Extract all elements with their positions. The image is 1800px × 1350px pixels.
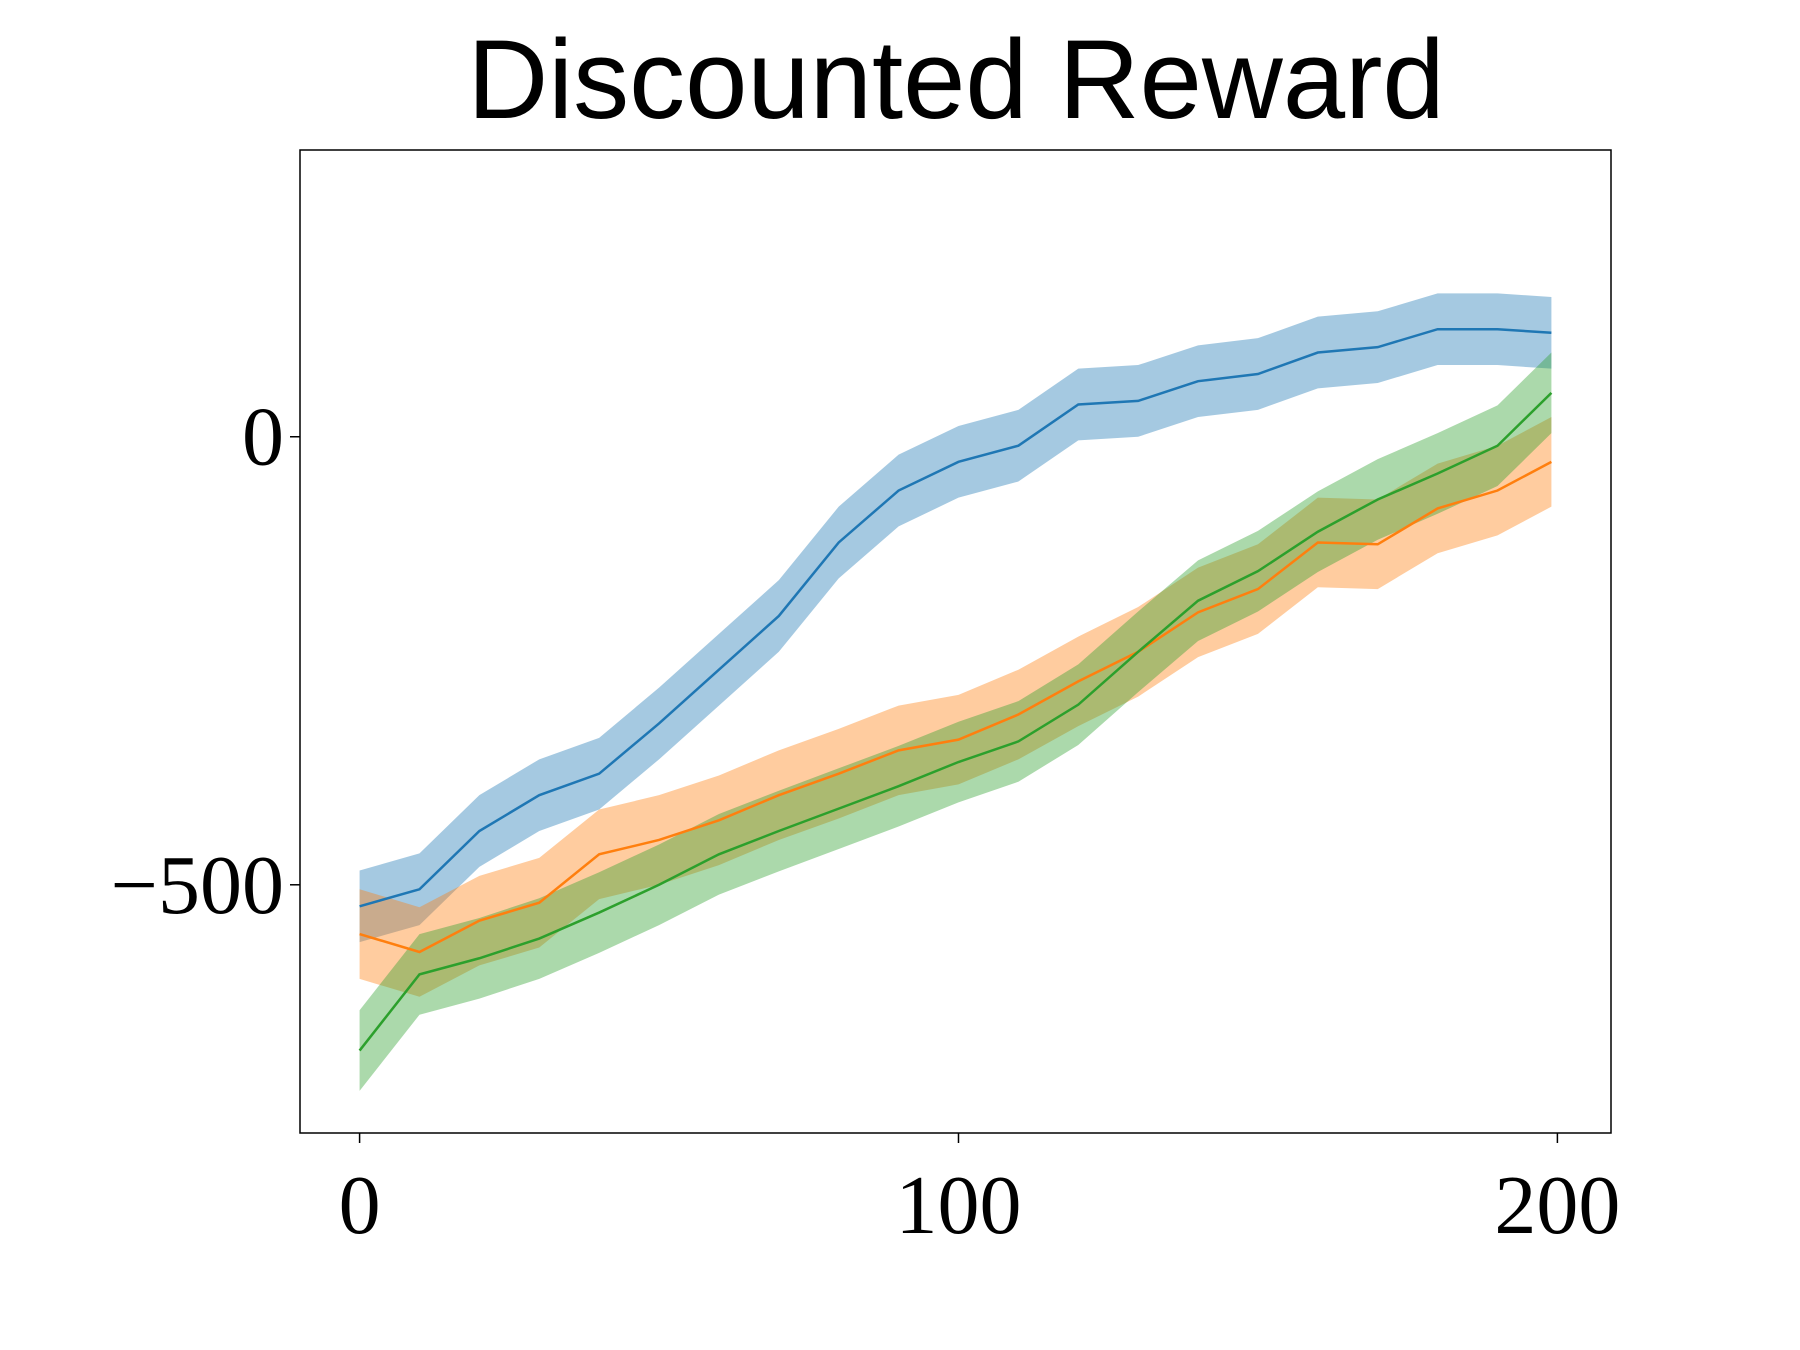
plot-frame <box>299 149 1612 1134</box>
line <box>358 391 1553 1052</box>
y-tick-label: −500 <box>111 839 284 932</box>
chart-title: Discounted Reward <box>467 17 1444 142</box>
band <box>359 293 1552 943</box>
x-tick-label: 200 <box>1494 1159 1620 1252</box>
line <box>359 327 1552 908</box>
x-tick-label: 0 <box>339 1159 381 1252</box>
line <box>359 460 1552 954</box>
band <box>359 352 1552 1091</box>
band <box>359 417 1552 997</box>
y-tick-label: 0 <box>242 391 284 484</box>
x-tick-label: 100 <box>895 1159 1021 1252</box>
